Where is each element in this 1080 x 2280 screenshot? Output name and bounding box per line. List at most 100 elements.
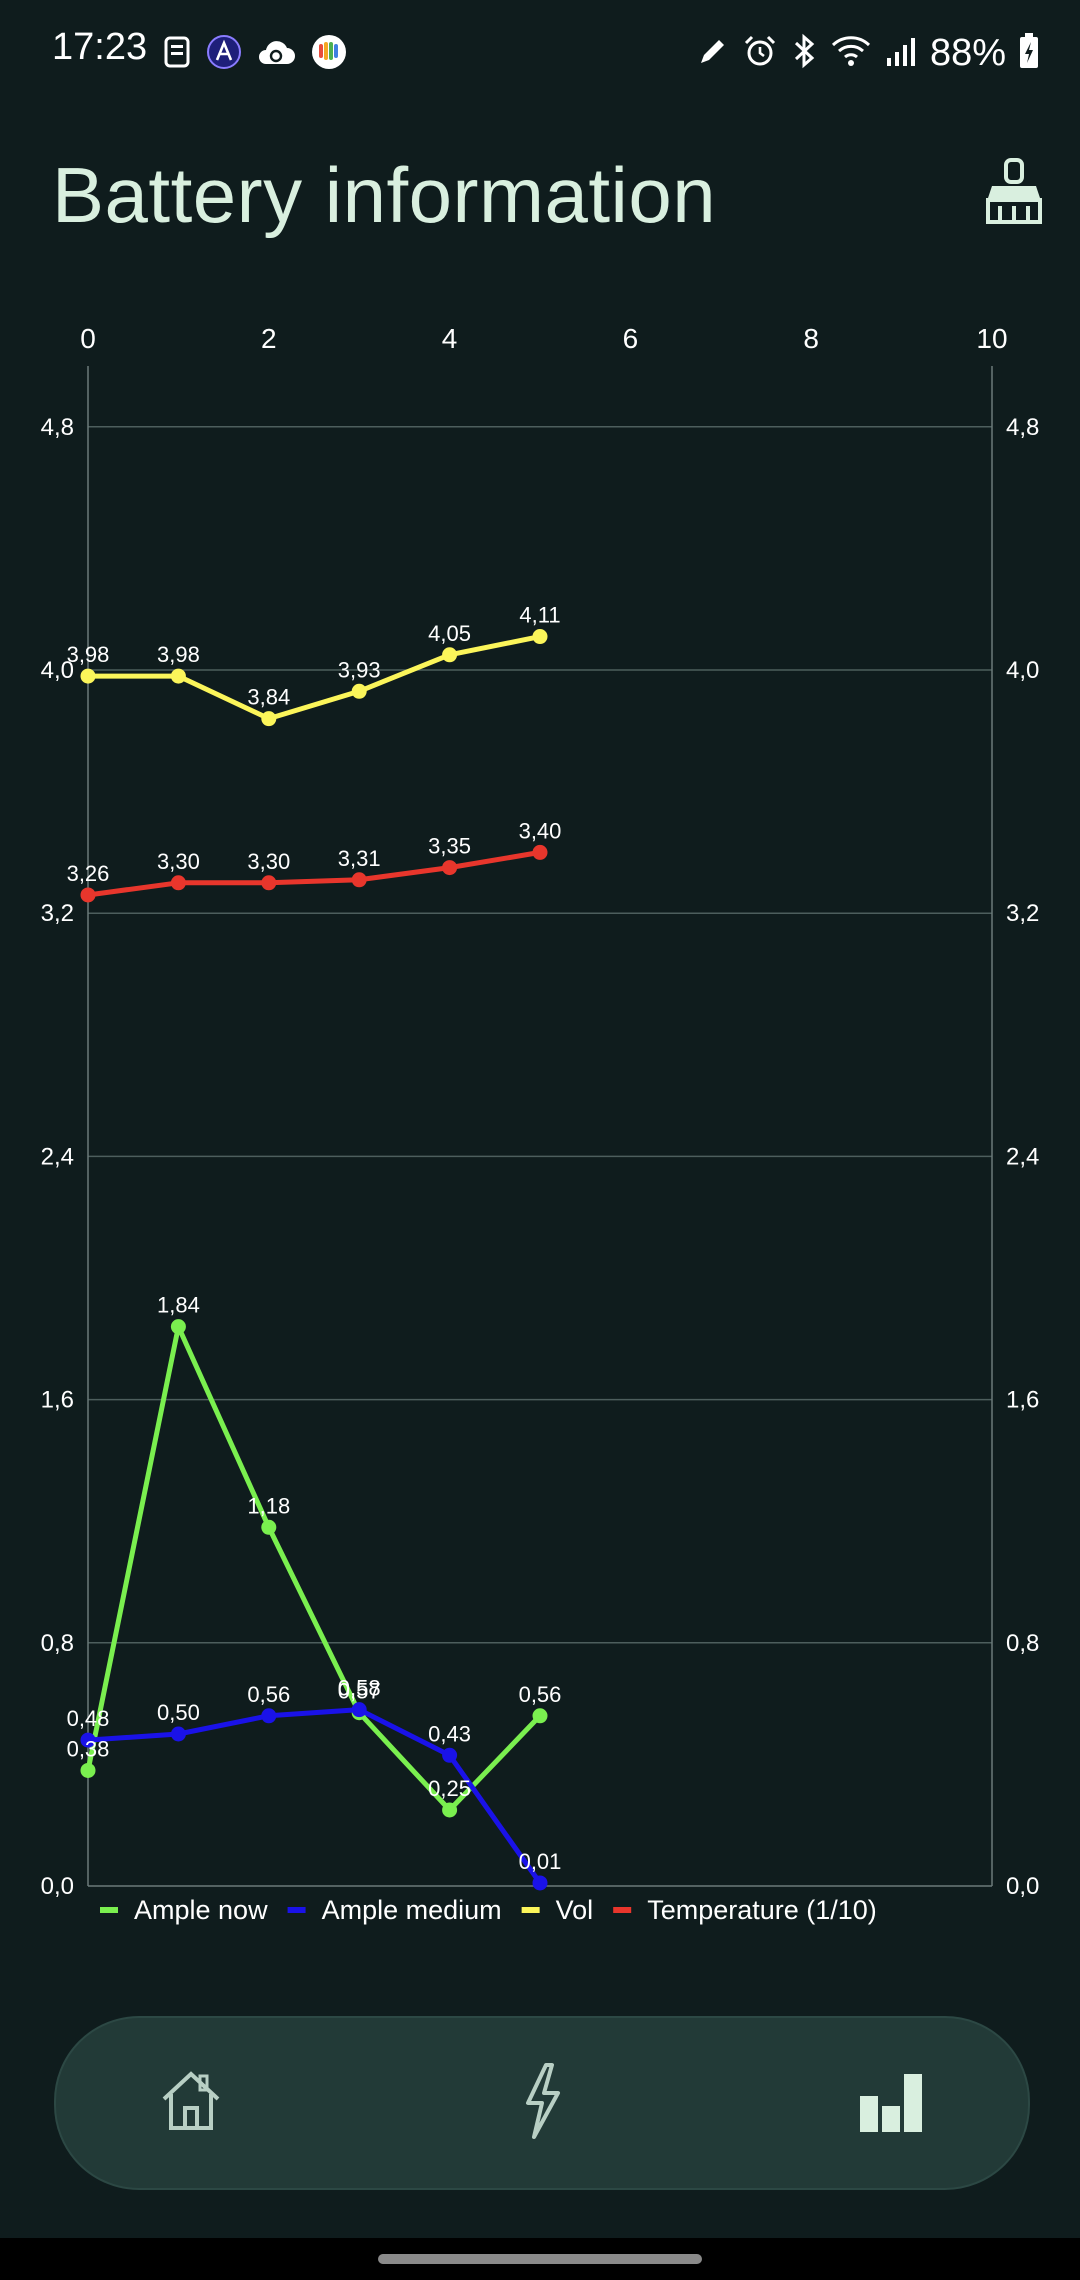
data-point: [80, 1762, 96, 1778]
data-point: [351, 1702, 367, 1718]
data-label: 3,30: [157, 849, 200, 874]
y-tick-label-right: 4,0: [1006, 657, 1039, 684]
wifi-icon: [830, 33, 872, 74]
x-tick-label: 8: [803, 323, 819, 354]
legend-swatch: [521, 1907, 540, 1913]
y-tick-label-left: 2,4: [41, 1143, 74, 1170]
data-label: 4,05: [428, 621, 471, 646]
data-point: [80, 1732, 96, 1748]
nav-home-button[interactable]: [136, 2048, 246, 2158]
y-tick-label-left: 4,0: [41, 657, 74, 684]
data-label: 0,56: [247, 1682, 290, 1707]
data-label: 0,57: [338, 1679, 381, 1704]
battery-charging-icon: [1018, 32, 1040, 75]
data-point: [261, 875, 277, 891]
legend-label: Ample medium: [322, 1895, 502, 1925]
legend-label: Ample now: [134, 1895, 268, 1925]
status-left-icons: [162, 32, 348, 76]
data-point: [351, 872, 367, 888]
home-icon: [156, 2066, 226, 2141]
a-circle-icon: [206, 34, 242, 75]
colorful-heart-app-icon: [310, 33, 348, 76]
data-point: [261, 711, 277, 727]
data-label: 3,98: [67, 642, 110, 667]
x-tick-label: 4: [442, 323, 458, 354]
data-label: 0,50: [157, 1700, 200, 1725]
legend-swatch: [100, 1907, 118, 1913]
bluetooth-icon: [790, 33, 818, 74]
page-title: Battery information: [52, 151, 717, 239]
data-point: [80, 668, 96, 684]
series-line-temperature-1-10-: [87, 849, 541, 898]
legend-label: Vol: [556, 1895, 594, 1925]
data-point: [532, 1875, 548, 1891]
data-point: [442, 647, 458, 663]
data-point: [532, 844, 548, 860]
data-label: 3,35: [428, 834, 471, 859]
y-tick-label-right: 1,6: [1006, 1387, 1039, 1414]
legend-swatch: [287, 1907, 306, 1913]
data-label: 0,01: [519, 1849, 562, 1874]
y-tick-label-right: 0,0: [1006, 1873, 1039, 1900]
data-label: 3,84: [247, 685, 290, 710]
data-point: [261, 1519, 277, 1535]
data-label: 0,56: [519, 1682, 562, 1707]
data-label: 0,58: [338, 1676, 381, 1701]
data-point: [261, 1708, 277, 1724]
y-tick-label-right: 3,2: [1006, 900, 1039, 927]
status-time: 17:23: [52, 26, 148, 68]
data-point: [442, 860, 458, 876]
y-tick-label-left: 1,6: [41, 1387, 74, 1414]
data-label: 3,93: [338, 657, 381, 682]
signal-icon: [884, 34, 918, 73]
data-point: [170, 1726, 186, 1742]
data-label: 1,18: [247, 1493, 290, 1518]
y-tick-label-right: 4,8: [1006, 414, 1039, 441]
y-tick-label-right: 0,8: [1006, 1630, 1039, 1657]
gesture-handle[interactable]: [378, 2254, 702, 2264]
data-label: 1,84: [157, 1293, 200, 1318]
sim-card-icon: [162, 35, 192, 74]
clean-button[interactable]: [982, 156, 1046, 232]
data-point: [532, 1708, 548, 1724]
data-label: 4,11: [519, 603, 560, 628]
y-tick-label-left: 4,8: [41, 414, 74, 441]
series-line-vol: [88, 634, 541, 722]
alarm-icon: [742, 33, 778, 74]
status-right-icons: 88%: [696, 28, 1040, 78]
data-label: 0,48: [67, 1706, 110, 1731]
status-bar: 17:23: [0, 0, 1080, 110]
y-tick-label-right: 2,4: [1006, 1143, 1039, 1170]
pencil-icon: [696, 34, 730, 73]
data-label: 3,98: [157, 642, 200, 667]
data-point: [532, 629, 548, 645]
broom-icon: [982, 158, 1046, 236]
battery-line-chart: 0,0 0,0 0,8 0,8 1,6 1,6 2,4 2,4 3,2 3,2 4,0 4,0 4,8 4…: [41, 323, 1040, 1925]
x-tick-label: 10: [976, 323, 1007, 354]
data-point: [170, 668, 186, 684]
data-label: 3,26: [67, 861, 110, 886]
data-label: 0,43: [428, 1721, 471, 1746]
data-point: [442, 1802, 458, 1818]
data-point: [80, 887, 96, 903]
bottom-navigation: [54, 2016, 1030, 2190]
legend-swatch: [613, 1907, 632, 1913]
data-label: 3,30: [247, 849, 290, 874]
series-line-ample-medium: [87, 1707, 543, 1885]
battery-percent: 88%: [929, 31, 1006, 74]
x-tick-label: 2: [261, 323, 277, 354]
nav-stats-button[interactable]: [836, 2048, 946, 2158]
nav-charge-button[interactable]: [487, 2048, 597, 2158]
x-tick-label: 6: [623, 323, 639, 354]
data-label: 3,40: [519, 818, 562, 843]
data-point: [351, 683, 367, 699]
data-label: 0,25: [428, 1776, 471, 1801]
legend-label: Temperature (1/10): [647, 1895, 877, 1925]
series-line-ample-now: [85, 1324, 542, 1813]
data-point: [442, 1747, 458, 1763]
data-label: 3,31: [338, 846, 381, 871]
y-tick-label-left: 3,2: [41, 900, 74, 927]
lightning-icon: [514, 2061, 570, 2146]
data-label: 0,38: [67, 1736, 110, 1761]
cloud-sync-icon: [256, 36, 296, 73]
